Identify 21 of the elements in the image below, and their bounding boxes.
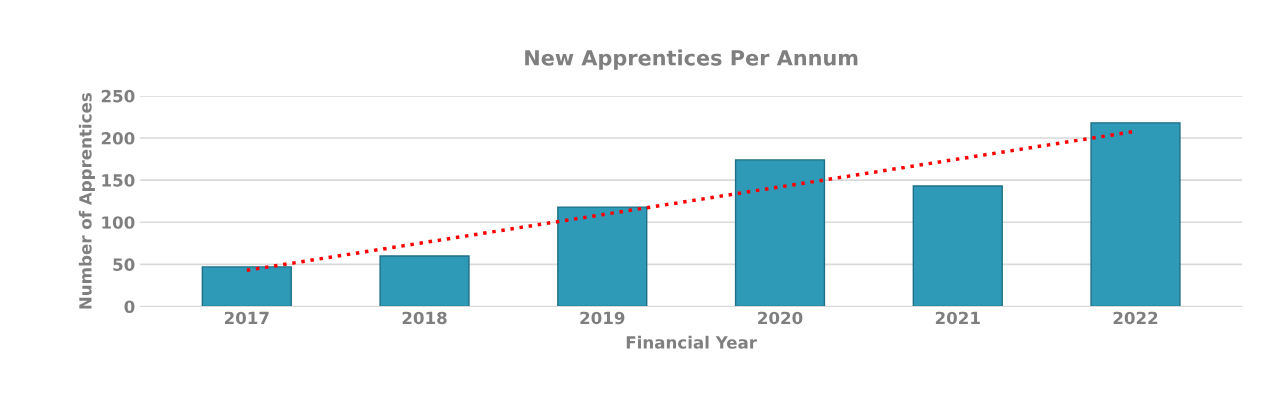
y-tick-label: 150 [102, 174, 135, 187]
y-tick-label: 0 [124, 300, 135, 314]
y-axis-title: Number of Apprentices [78, 93, 95, 309]
bar [1090, 122, 1181, 307]
y-tick-label: 200 [101, 131, 135, 145]
x-tick-label: 2021 [935, 311, 980, 325]
y-tick-label: 100 [102, 216, 135, 229]
y-tick-label: 250 [101, 89, 135, 103]
x-tick-label: 2017 [224, 311, 269, 325]
bar [912, 185, 1003, 307]
x-tick-label: 2020 [758, 311, 803, 325]
bar [557, 206, 648, 307]
x-tick-label: 2022 [1113, 311, 1158, 325]
bar [379, 255, 470, 307]
x-axis-title: Financial Year [626, 335, 757, 349]
y-tick-label: 50 [113, 258, 135, 271]
bar [201, 266, 292, 307]
chart-title: New Apprentices Per Annum [525, 49, 858, 70]
x-tick-label: 2018 [402, 311, 447, 325]
x-tick-label: 2019 [580, 311, 625, 325]
bar [734, 159, 826, 307]
